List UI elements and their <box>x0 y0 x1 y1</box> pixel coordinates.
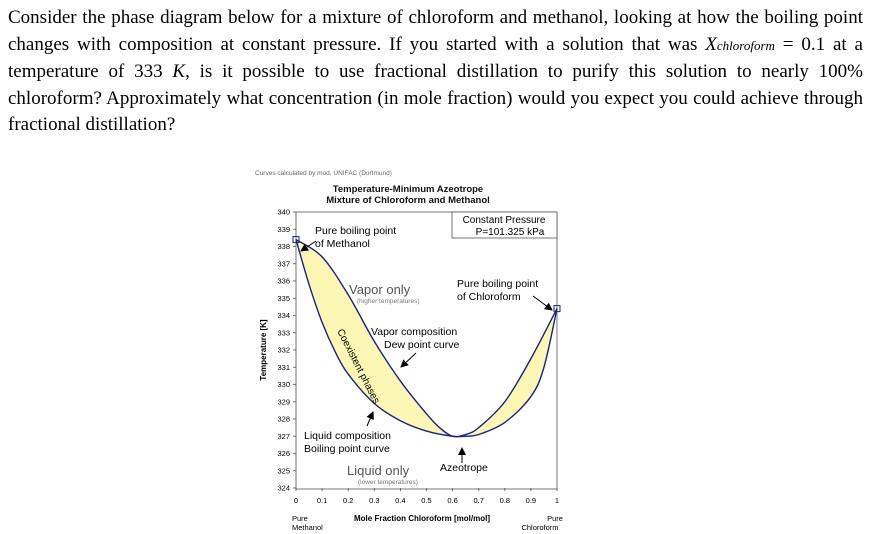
methanol-bp-arrow <box>300 240 317 252</box>
dew-point-arrow <box>400 352 417 368</box>
vapor-composition-line1: Vapor composition <box>371 326 457 338</box>
chloroform-bp-line2: of Chloroform <box>457 291 521 303</box>
y-tick-label: 335 <box>277 294 290 303</box>
chloroform-bp-marker <box>553 305 561 313</box>
azeotrope-label: Azeotrope <box>440 462 488 474</box>
boiling-point-arrow <box>366 411 374 427</box>
pressure-value-label: P=101.325 kPa <box>476 227 545 238</box>
y-tick-label: 334 <box>277 311 290 320</box>
y-tick-label: 325 <box>277 466 290 475</box>
boiling-point-line2: Boiling point curve <box>304 443 390 455</box>
vapor-only-label: Vapor only <box>349 282 411 297</box>
methanol-bp-line1: Pure boiling point <box>315 225 396 237</box>
x-tick-label: 0 <box>294 496 298 505</box>
x-tick-label: 0.8 <box>500 496 510 505</box>
x-tick-label: 0.3 <box>369 496 379 505</box>
x-tick-label: 0.5 <box>421 496 431 505</box>
kelvin-unit: K <box>172 61 186 82</box>
liquid-only-label: Liquid only <box>347 463 410 478</box>
dew-point-curve <box>295 239 558 438</box>
x-tick-label: 0.6 <box>447 496 457 505</box>
y-tick-label: 336 <box>277 277 290 286</box>
chloroform-bp-line1: Pure boiling point <box>457 278 538 290</box>
y-tick-label: 330 <box>277 380 290 389</box>
x-right-end-line2: Chloroform <box>521 523 558 532</box>
x-left-end-line2: Methanol <box>292 523 323 532</box>
plot-area: 324 325 326 327 328 329 330 331 332 333 334 335 336 3… <box>277 208 561 505</box>
y-tick-label: 332 <box>277 346 290 355</box>
liquid-composition-line1: Liquid composition <box>304 430 391 442</box>
question-text: Consider the phase diagram below for a m… <box>8 5 863 139</box>
y-axis-label: Temperature [K] <box>259 319 268 381</box>
dew-point-line2: Dew point curve <box>384 339 459 351</box>
methanol-bp-marker <box>292 236 300 244</box>
constant-pressure-label: Constant Pressure <box>463 215 546 226</box>
y-tick-label: 337 <box>277 259 290 268</box>
boiling-point-curve <box>295 239 558 438</box>
methanol-bp-line2: of Methanol <box>315 238 370 250</box>
chart-title-line1: Temperature-Minimum Azeotrope <box>333 184 483 195</box>
y-tick-label: 324 <box>277 484 290 493</box>
y-tick-label: 329 <box>277 397 290 406</box>
x-right-end-line1: Pure <box>547 514 563 523</box>
x-tick-label: 0.7 <box>473 496 483 505</box>
mole-fraction-symbol: Xchloroform <box>705 33 775 55</box>
y-tick-label: 340 <box>277 208 290 217</box>
y-tick-label: 327 <box>277 432 290 441</box>
coexistence-region <box>296 239 557 437</box>
y-tick-label: 326 <box>277 449 290 458</box>
question-part1: Consider the phase diagram below for a m… <box>8 7 863 55</box>
x-axis-label: Mole Fraction Chloroform [mol/mol] <box>354 514 490 523</box>
x-tick-label: 1 <box>555 496 559 505</box>
y-tick-label: 333 <box>277 328 290 337</box>
vapor-only-sublabel: (higher temperatures) <box>357 298 420 305</box>
y-tick-label: 339 <box>277 225 290 234</box>
constant-pressure-box: Constant Pressure P=101.325 kPa <box>451 211 558 239</box>
question-equals: = 0.1 at a temperature of 333 <box>8 33 863 83</box>
liquid-only-sublabel: (lower temperatures) <box>358 479 418 486</box>
x-tick-label: 0.9 <box>526 496 536 505</box>
chart-credit: Curves calculated by mod. UNIFAC (Dortmu… <box>255 170 392 177</box>
question-part2: , is it possible to use fractional disti… <box>8 61 863 135</box>
chloroform-bp-arrow <box>532 295 553 311</box>
y-tick-label: 338 <box>277 242 290 251</box>
x-tick-label: 0.1 <box>317 496 327 505</box>
y-tick-label: 328 <box>277 415 290 424</box>
chart-title-line2: Mixture of Chloroform and Methanol <box>326 195 490 206</box>
y-tick-label: 331 <box>277 363 290 372</box>
x-tick-label: 0.2 <box>343 496 353 505</box>
x-tick-label: 0.4 <box>395 496 405 505</box>
x-left-end-line1: Pure <box>292 514 308 523</box>
